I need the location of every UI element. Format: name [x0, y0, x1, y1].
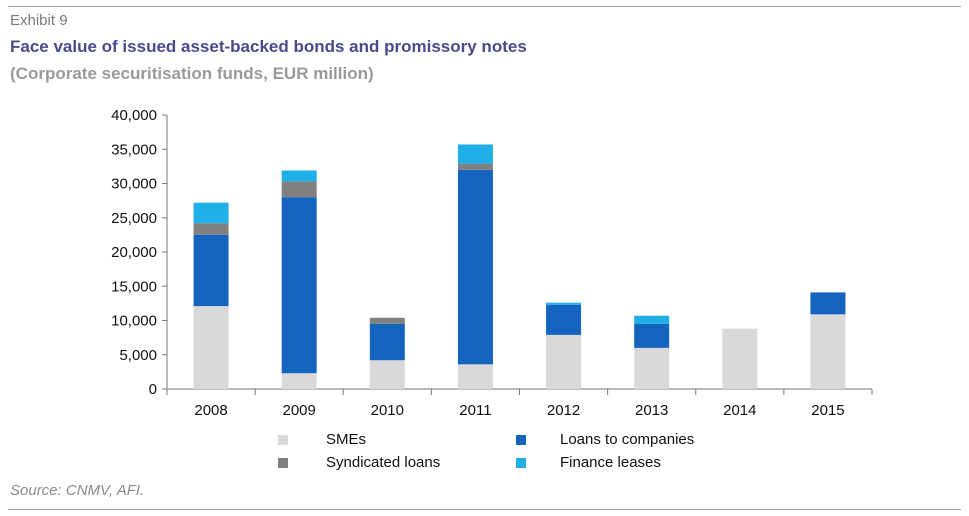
bar-segment-syndicated-loans-2011 [457, 163, 493, 170]
y-tick-label: 10,000 [111, 313, 157, 330]
x-tick-label: 2011 [459, 402, 491, 419]
bar-segment-syndicated-loans-2008 [193, 223, 229, 235]
bar-segment-syndicated-loans-2010 [369, 317, 405, 324]
bar-segment-smes-2009 [281, 373, 317, 389]
y-tick-label: 5,000 [119, 347, 157, 364]
bar-segment-finance-leases-2013 [634, 315, 670, 324]
bar-segment-finance-leases-2009 [281, 170, 317, 182]
bar-segment-loans-to-companies-2015 [810, 292, 846, 315]
y-tick-label: 40,000 [111, 107, 157, 124]
x-tick-label: 2008 [194, 402, 227, 419]
x-tick-label: 2014 [723, 402, 756, 419]
y-tick-label: 15,000 [111, 278, 157, 295]
bar-segment-finance-leases-2011 [457, 144, 493, 164]
bar-segment-loans-to-companies-2009 [281, 197, 317, 374]
x-tick-label: 2009 [283, 402, 316, 419]
x-tick-label: 2012 [547, 402, 580, 419]
y-tick-label: 35,000 [111, 141, 157, 158]
bar-segment-smes-2012 [546, 334, 582, 389]
chart-subtitle: (Corporate securitisation funds, EUR mil… [10, 64, 374, 83]
y-tick-label: 0 [149, 381, 157, 398]
x-tick-label: 2015 [811, 402, 844, 419]
chart-tick-labels: 0 5,000 10,000 15,000 20,000 25,000 30,000 35,0… [111, 107, 845, 419]
bar-segment-smes-2010 [369, 360, 405, 389]
top-rule [8, 6, 961, 7]
bar-segment-finance-leases-2008 [193, 202, 229, 224]
y-tick-label: 30,000 [111, 176, 157, 193]
x-tick-label: 2010 [371, 402, 404, 419]
bar-segment-loans-to-companies-2011 [457, 169, 493, 365]
bar-segment-smes-2015 [810, 314, 846, 389]
source-note: Source: CNMV, AFI. [10, 482, 145, 499]
bar-segment-smes-2014 [722, 328, 758, 389]
bar-segment-loans-to-companies-2008 [193, 234, 229, 307]
bar-segment-smes-2013 [634, 347, 670, 389]
bar-segment-finance-leases-2012 [546, 302, 582, 305]
exhibit-label: Exhibit 9 [10, 12, 68, 29]
chart-axes [162, 114, 873, 395]
x-tick-label: 2013 [635, 402, 668, 419]
bar-segment-syndicated-loans-2009 [281, 181, 317, 198]
y-tick-label: 25,000 [111, 210, 157, 227]
chart-title: Face value of issued asset-backed bonds … [10, 37, 527, 56]
bar-segment-loans-to-companies-2010 [369, 323, 405, 361]
bar-segment-loans-to-companies-2012 [546, 304, 582, 335]
chart-bars [193, 144, 846, 389]
y-tick-label: 20,000 [111, 244, 157, 261]
bar-segment-smes-2008 [193, 306, 229, 389]
bar-segment-smes-2011 [457, 364, 493, 389]
bar-segment-loans-to-companies-2013 [634, 323, 670, 348]
bottom-rule [8, 509, 961, 510]
